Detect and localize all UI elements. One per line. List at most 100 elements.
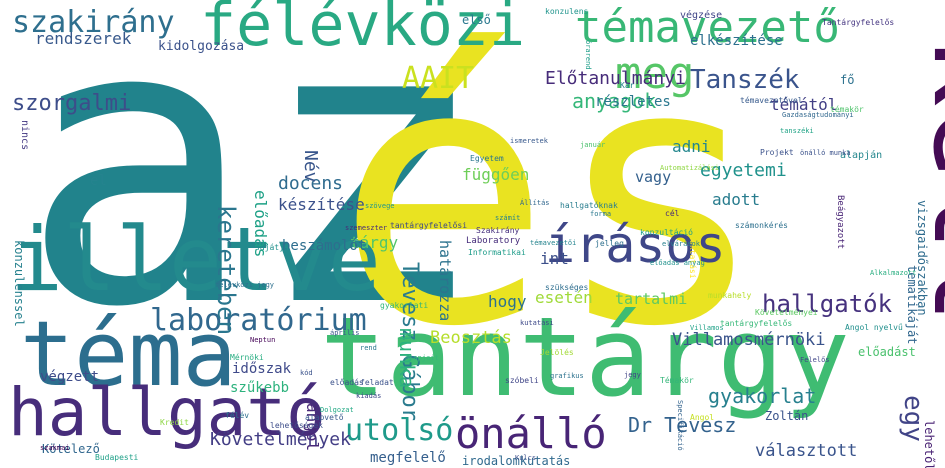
cloud-word: témától <box>770 95 837 114</box>
cloud-word: jelleg <box>595 239 624 248</box>
cloud-word: cél <box>665 208 680 218</box>
cloud-word: Kötelező <box>42 442 100 456</box>
cloud-word: tartalmi <box>615 290 687 308</box>
cloud-word: előadást <box>858 345 916 359</box>
cloud-word: előadás <box>330 378 364 387</box>
cloud-word: vizsgaidőszakban <box>915 200 929 316</box>
cloud-word: Név <box>300 150 321 183</box>
cloud-word: gyakorlati <box>380 301 428 310</box>
cloud-word: grafikus <box>550 372 584 380</box>
cloud-word: függően <box>462 165 529 184</box>
cloud-word: Témakör <box>660 375 694 385</box>
cloud-word: félév <box>225 410 249 420</box>
cloud-word: Beágyazott <box>835 195 845 249</box>
cloud-word: Előtanulmányi <box>545 68 686 89</box>
cloud-word: Villamosmérnöki <box>672 330 826 350</box>
cloud-word: Jelölés <box>540 347 574 357</box>
cloud-word: részletes <box>595 94 671 110</box>
cloud-word: Követelmények <box>210 429 351 450</box>
cloud-word: tantárgyfelelős <box>720 319 792 328</box>
cloud-word: konzulens <box>545 7 589 16</box>
cloud-word: kiadás <box>356 392 381 400</box>
cloud-word: szakmai <box>40 444 70 452</box>
cloud-word: tanszéki <box>780 127 814 135</box>
cloud-word: órarend <box>584 40 592 70</box>
cloud-word: témavezetői <box>530 238 576 247</box>
cloud-word: Dolgozat <box>320 406 354 414</box>
cloud-word: Angol <box>690 413 714 422</box>
cloud-word: témavezetővel <box>740 95 803 105</box>
cloud-word: első <box>462 13 491 27</box>
cloud-word: előadás <box>251 190 270 257</box>
cloud-word: megfelelő <box>370 450 446 466</box>
cloud-word: kutatási <box>520 319 554 327</box>
cloud-word: Kulcs <box>515 454 536 462</box>
cloud-word: kidolgozása <box>158 39 244 54</box>
cloud-word: alapján <box>840 149 882 161</box>
cloud-word: Mérnöki <box>230 352 264 362</box>
cloud-word: vagy <box>635 168 671 186</box>
cloud-word: számonkérés <box>735 220 788 230</box>
cloud-word: alapvető <box>305 413 344 422</box>
cloud-word: AAIT <box>402 61 474 96</box>
cloud-word: Alkalmazott <box>870 269 916 277</box>
cloud-word: időszak <box>232 361 292 377</box>
cloud-word: elkészítése <box>690 33 783 49</box>
cloud-word: Angol nyelvű <box>845 323 903 332</box>
cloud-word: tantárgyfelelősi <box>390 221 467 230</box>
cloud-word: Kredit <box>160 418 189 427</box>
cloud-word: Gazdaságtudományi <box>782 111 854 119</box>
cloud-word: kód <box>300 369 313 377</box>
cloud-word: irodalomkutatás <box>462 454 570 468</box>
cloud-word: angol <box>303 403 322 451</box>
cloud-word: végzett <box>40 369 99 385</box>
cloud-word: témakör <box>830 104 864 114</box>
cloud-word: választott <box>755 441 857 461</box>
cloud-word: forma <box>590 210 611 218</box>
cloud-word: el <box>90 173 107 189</box>
cloud-word: tárgy <box>350 233 399 252</box>
cloud-word: int <box>540 249 569 268</box>
cloud-word: lehetőségek <box>270 420 323 430</box>
cloud-word: Villamos <box>690 324 724 332</box>
cloud-word: Specifikáció <box>676 400 684 451</box>
cloud-word: szükséges <box>545 282 589 292</box>
cloud-word: szűkebb <box>230 380 289 396</box>
cloud-word: Tantárgyfelelős <box>822 18 894 27</box>
cloud-word: Követelményei <box>755 307 818 317</box>
cloud-word: adni <box>672 137 711 156</box>
cloud-word: ismeretek <box>510 137 549 145</box>
cloud-word: téma <box>20 302 237 407</box>
cloud-word: Projekt <box>760 148 794 157</box>
cloud-word: szorgalmi <box>12 91 131 116</box>
cloud-word: készítése <box>278 195 365 214</box>
cloud-word: meg <box>615 48 694 99</box>
cloud-word: és <box>335 0 768 405</box>
cloud-word: hallgatóknak <box>560 200 618 210</box>
cloud-word: feladat <box>360 378 394 387</box>
cloud-word: konzultáció <box>640 227 693 237</box>
cloud-word: hallgatók <box>762 290 893 318</box>
cloud-word: félévközi jegy <box>215 281 274 289</box>
cloud-word: Laboratory <box>466 236 521 246</box>
cloud-word: keretében <box>212 205 240 335</box>
cloud-word: Neptun <box>250 336 275 344</box>
cloud-word: szemeszter <box>345 224 387 232</box>
cloud-word: Automatizálási <box>660 164 719 172</box>
cloud-word: Zoltán <box>765 409 808 423</box>
cloud-word: egy <box>898 395 928 442</box>
cloud-word: Dr Tevesz <box>628 413 736 437</box>
cloud-word: április <box>330 329 360 337</box>
cloud-word: oktatási <box>688 240 697 279</box>
cloud-word: esetén <box>535 288 593 307</box>
cloud-word: fő <box>840 73 854 87</box>
cloud-word: Tanszék <box>690 65 800 95</box>
cloud-word: egyetemi <box>700 160 787 181</box>
cloud-word: sajátja <box>255 243 289 252</box>
cloud-word: szövege <box>365 202 395 210</box>
cloud-word: félévközi <box>200 0 525 60</box>
cloud-word: hallgató <box>8 374 326 451</box>
cloud-word: jegy <box>624 371 641 379</box>
cloud-word: kell <box>906 35 945 324</box>
